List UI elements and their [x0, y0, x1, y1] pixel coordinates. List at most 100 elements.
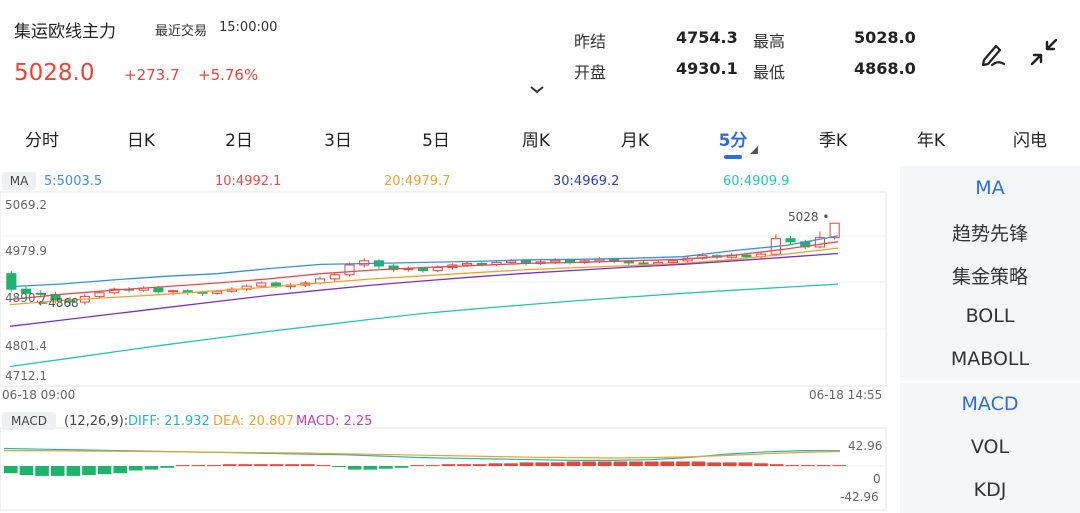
- high-marker: 5028 •: [788, 210, 830, 224]
- time-end: 06-18 14:55: [809, 388, 883, 402]
- tab-timeshare[interactable]: 分时: [25, 131, 59, 151]
- indicator-boll[interactable]: BOLL: [965, 305, 1015, 327]
- macd-bar-pos: [691, 461, 706, 466]
- ma30-line: [9, 252, 839, 327]
- macd-bar-pos: [676, 461, 690, 466]
- macd-bar-pos: [769, 464, 784, 466]
- macd-bar-neg: [144, 466, 159, 470]
- macd-bar-pos: [738, 462, 753, 466]
- macd-bar-pos: [660, 461, 675, 466]
- kline-chart[interactable]: [0, 166, 900, 513]
- price-change-pct: +5.76%: [198, 66, 259, 84]
- macd-bar-pos: [816, 465, 831, 467]
- ma60-value: 60:4909.9: [723, 174, 790, 189]
- low-value: 4868.0: [854, 59, 916, 78]
- candle-down: [785, 238, 796, 243]
- ma10-line: [9, 241, 839, 301]
- candle-up: [814, 237, 826, 248]
- candle-up: [329, 274, 340, 280]
- active-tab-indicator: [724, 155, 742, 159]
- macd-bar-neg: [50, 466, 65, 476]
- tab-5min[interactable]: 5分: [718, 131, 748, 151]
- tab-3day[interactable]: 3日: [324, 131, 352, 151]
- macd-bar-pos: [191, 465, 206, 467]
- tab-flash[interactable]: 闪电: [1013, 131, 1047, 151]
- last-trade-time: 15:00:00: [219, 20, 278, 35]
- candle-up: [344, 264, 355, 276]
- pen-icon[interactable]: [978, 38, 1008, 68]
- macd-bar-pos: [613, 461, 628, 466]
- period-tabs: 分时 日K 2日 3日 5日 周K 月K 5分 季K 年K 闪电: [0, 118, 1080, 158]
- macd-bar-pos: [504, 463, 518, 466]
- ma30-value: 30:4969.2: [553, 174, 620, 189]
- macd-bar-pos: [707, 462, 721, 466]
- candle-up: [506, 260, 517, 263]
- macd-bar-neg: [379, 466, 393, 469]
- candle-down: [6, 273, 17, 290]
- tab-week-k[interactable]: 周K: [521, 131, 551, 151]
- indicator-maboll[interactable]: MABOLL: [950, 348, 1030, 370]
- tab-day-k[interactable]: 日K: [126, 131, 156, 151]
- candle-up: [667, 260, 678, 263]
- macd-bar-pos: [754, 463, 768, 466]
- candle-down: [476, 262, 487, 265]
- macd-bar-pos: [519, 462, 534, 466]
- candle-down: [20, 288, 32, 294]
- ma-tag[interactable]: MA: [2, 172, 36, 190]
- ma5-value: 5:5003.5: [44, 174, 103, 189]
- macd-bar-pos: [300, 464, 315, 466]
- macd-bar-neg: [160, 466, 174, 468]
- macd-bar-pos: [472, 464, 487, 466]
- collapse-icon[interactable]: [1029, 37, 1059, 67]
- time-start: 06-18 09:00: [2, 388, 76, 402]
- indicator-macd[interactable]: MACD: [961, 393, 1019, 415]
- macd-bar-neg: [394, 466, 409, 468]
- chevron-down-icon[interactable]: [530, 86, 544, 94]
- tab-5day[interactable]: 5日: [422, 131, 450, 151]
- macd-dea-line: [4, 450, 841, 459]
- indicator-ma[interactable]: MA: [975, 177, 1005, 199]
- macd-params: (12,26,9):: [64, 414, 129, 429]
- ma5-line: [9, 235, 839, 288]
- candle-down: [153, 287, 164, 293]
- candle-up: [256, 282, 267, 287]
- indicator-vol[interactable]: VOL: [970, 436, 1010, 458]
- indicator-trend-pioneer[interactable]: 趋势先锋: [951, 223, 1028, 245]
- candle-down: [741, 254, 752, 258]
- indicator-kdj[interactable]: KDJ: [973, 479, 1007, 501]
- ma20-line: [9, 247, 839, 306]
- indicator-jijin-strategy[interactable]: 集金策略: [951, 266, 1028, 288]
- macd-bar-pos: [566, 461, 581, 466]
- macd-bar-pos: [207, 465, 221, 467]
- macd-bar-neg: [347, 466, 362, 470]
- macd-tag[interactable]: MACD: [2, 412, 56, 430]
- tab-quarter-k[interactable]: 季K: [818, 131, 848, 151]
- tab-month-k[interactable]: 月K: [620, 131, 650, 151]
- macd-bar-neg: [66, 466, 81, 476]
- macd-bar-pos: [488, 463, 503, 466]
- macd-value: MACD: 2.25: [296, 414, 373, 429]
- tab-2day[interactable]: 2日: [225, 131, 253, 151]
- macd-bar-pos: [551, 462, 565, 466]
- dropdown-corner-icon[interactable]: [750, 146, 758, 154]
- quote-header: 集运欧线主力 最近交易 15:00:00 5028.0 +273.7 +5.76…: [0, 0, 1080, 110]
- low-marker: ←4868: [38, 296, 79, 310]
- candle-up: [168, 290, 179, 293]
- macd-bar-pos: [801, 465, 815, 467]
- macd-bar-neg: [97, 466, 112, 475]
- macd-pane-frame: [0, 427, 887, 511]
- price-change: +273.7: [124, 66, 180, 84]
- kline-svg[interactable]: [0, 166, 900, 513]
- candle-up: [432, 267, 443, 272]
- ma20-value: 20:4979.7: [384, 174, 451, 189]
- low-label: 最低: [753, 63, 786, 82]
- macd-bar-pos: [426, 465, 440, 467]
- high-value: 5028.0: [854, 28, 916, 47]
- ma10-value: 10:4992.1: [215, 174, 282, 189]
- macd-bar-neg: [35, 466, 49, 476]
- macd-bar-pos: [582, 461, 596, 466]
- tab-year-k[interactable]: 年K: [916, 131, 946, 151]
- macd-bar-pos: [722, 462, 737, 466]
- price-pane-frame: [0, 191, 887, 387]
- prev-settle-label: 昨结: [574, 32, 607, 51]
